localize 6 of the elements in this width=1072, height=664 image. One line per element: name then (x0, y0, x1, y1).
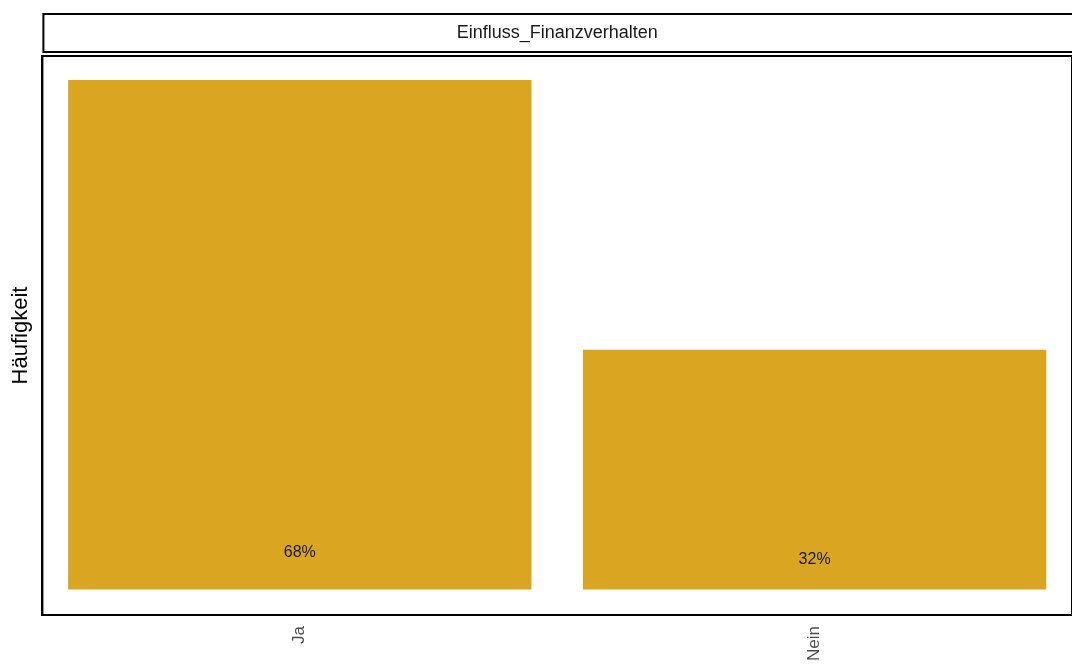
data-label: 32% (798, 549, 831, 567)
data-label: 68% (283, 542, 316, 560)
y-axis-title: Häufigkeit (7, 286, 33, 385)
chart-title: Einfluss_Finanzverhalten (456, 21, 658, 43)
x-tick-label: Ja (289, 625, 309, 645)
x-tick-label: Nein (804, 626, 824, 662)
